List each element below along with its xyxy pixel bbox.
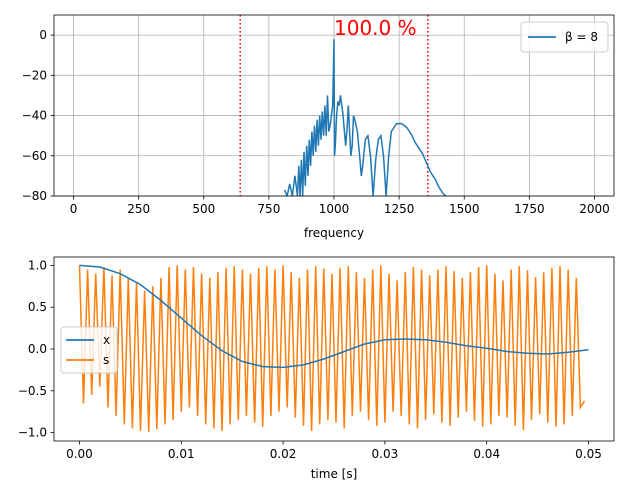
spectrum-legend: β = 8 bbox=[520, 21, 609, 53]
time-x-ticks: 0.00 0.01 0.02 0.03 0.04 0.05 bbox=[66, 441, 602, 461]
time-signal-chart: 0.00 0.01 0.02 0.03 0.04 0.05 1.0 0.5 0.0 −0.5 −1… bbox=[18, 256, 615, 480]
spectrum-x-axis-label: frequency bbox=[304, 226, 364, 240]
legend-label-beta: β = 8 bbox=[565, 30, 598, 44]
spectrum-y-ticks: 0 −20 −40 −60 −80 bbox=[22, 28, 54, 203]
x-tick-label: 1750 bbox=[514, 202, 545, 216]
spectrum-chart: 0 250 500 750 1000 1250 1500 1750 2000 0 −20 −40 −6… bbox=[22, 14, 615, 240]
y-tick-label: 0.5 bbox=[28, 300, 47, 314]
y-tick-label: 1.0 bbox=[28, 258, 47, 272]
x-tick-label: 0.03 bbox=[372, 447, 399, 461]
y-tick-label: −80 bbox=[22, 189, 47, 203]
time-y-ticks: 1.0 0.5 0.0 −0.5 −1.0 bbox=[18, 258, 54, 440]
spectrum-legend-box bbox=[520, 21, 609, 53]
x-tick-label: 1000 bbox=[319, 202, 350, 216]
x-tick-label: 0.02 bbox=[270, 447, 297, 461]
x-tick-label: 1500 bbox=[449, 202, 480, 216]
x-tick-label: 0 bbox=[70, 202, 78, 216]
time-legend-box bbox=[60, 326, 118, 374]
legend-label-s: s bbox=[103, 353, 109, 367]
x-tick-label: 500 bbox=[192, 202, 215, 216]
spectrum-x-ticks: 0 250 500 750 1000 1250 1500 1750 2000 bbox=[70, 196, 610, 216]
legend-label-x: x bbox=[103, 333, 110, 347]
percentage-annotation: 100.0 % bbox=[334, 16, 417, 40]
x-tick-label: 0.00 bbox=[66, 447, 93, 461]
y-tick-label: −40 bbox=[22, 109, 47, 123]
y-tick-label: −60 bbox=[22, 149, 47, 163]
time-x-axis-label: time [s] bbox=[311, 467, 358, 480]
y-tick-label: −1.0 bbox=[18, 426, 47, 440]
y-tick-label: 0 bbox=[39, 28, 47, 42]
x-tick-label: 0.01 bbox=[168, 447, 195, 461]
x-tick-label: 0.04 bbox=[473, 447, 500, 461]
time-legend: x s bbox=[60, 326, 118, 374]
x-tick-label: 1250 bbox=[384, 202, 415, 216]
x-tick-label: 250 bbox=[127, 202, 150, 216]
signal-line-x bbox=[79, 264, 589, 369]
signal-line-s bbox=[78, 265, 586, 432]
x-tick-label: 750 bbox=[257, 202, 280, 216]
x-tick-label: 2000 bbox=[579, 202, 610, 216]
spectrum-series bbox=[283, 39, 448, 196]
y-tick-label: −0.5 bbox=[18, 384, 47, 398]
y-tick-label: −20 bbox=[22, 68, 47, 82]
y-tick-label: 0.0 bbox=[28, 342, 47, 356]
x-tick-label: 0.05 bbox=[575, 447, 602, 461]
spectrum-line bbox=[283, 39, 448, 196]
time-signal-series bbox=[78, 264, 589, 432]
